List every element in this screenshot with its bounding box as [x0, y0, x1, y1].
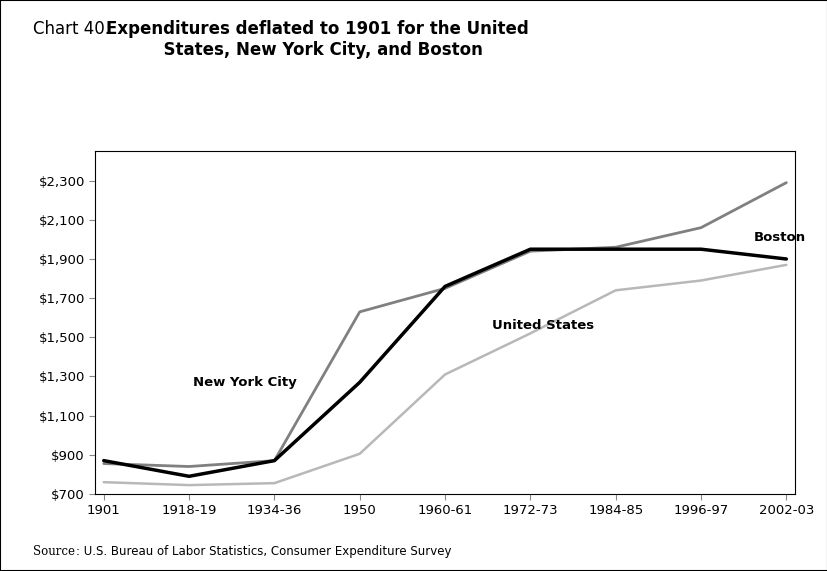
Text: Chart 40.: Chart 40.	[33, 20, 115, 38]
Text: Expenditures deflated to 1901 for the United
          States, New York City, an: Expenditures deflated to 1901 for the Un…	[106, 20, 528, 59]
Text: United States: United States	[491, 319, 594, 332]
Text: New York City: New York City	[194, 376, 297, 389]
Text: : U.S. Bureau of Labor Statistics, Consumer Expenditure Survey: : U.S. Bureau of Labor Statistics, Consu…	[76, 545, 452, 558]
Text: Source: Source	[33, 545, 75, 558]
Text: Boston: Boston	[753, 231, 805, 244]
